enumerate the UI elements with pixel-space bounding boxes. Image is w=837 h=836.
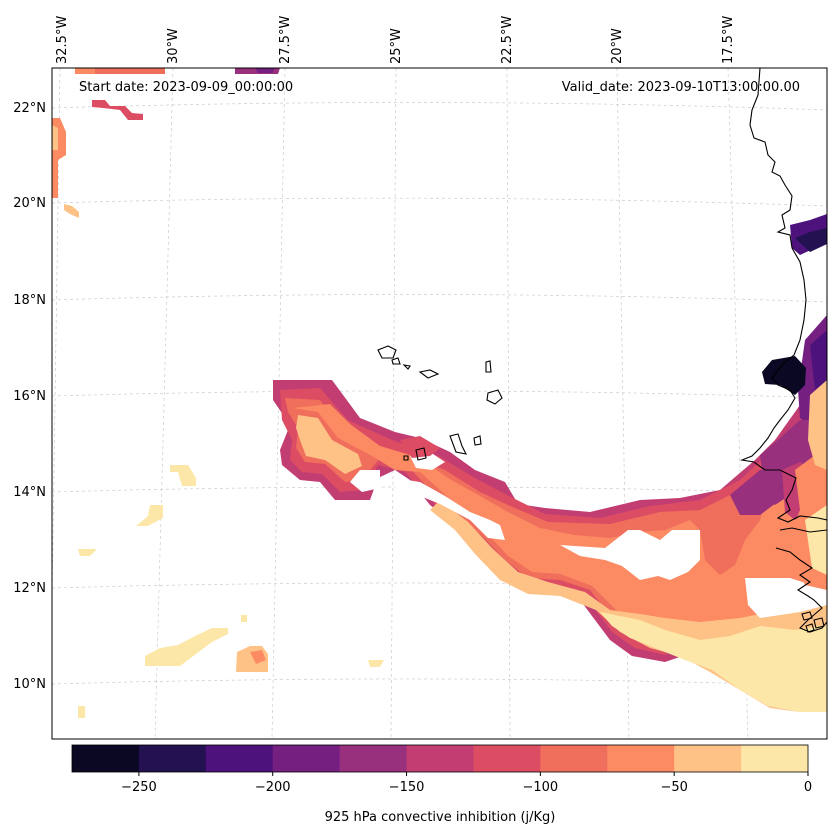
cin-patch-h	[78, 706, 85, 718]
lon-label-17.5w: 17.5°W	[721, 16, 736, 64]
cin-patch-a	[170, 465, 196, 486]
cin-band-core-west	[296, 415, 362, 474]
island-bijagos-2	[813, 617, 825, 629]
lat-label-20n: 20°N	[13, 196, 46, 211]
cin-patch-top-left-light	[75, 68, 95, 74]
lon-label-27.5w: 27.5°W	[278, 16, 293, 64]
island-santa-luzia	[402, 364, 411, 370]
lat-label-16n: 16°N	[13, 389, 46, 404]
colorbar-swatch	[72, 745, 140, 772]
meridian-25w	[390, 68, 397, 739]
colorbar-tick-label: −250	[121, 780, 157, 795]
lon-label-25w: 25°W	[389, 28, 404, 64]
colorbar-tick-label: −50	[660, 780, 687, 795]
colorbar-swatch	[406, 745, 474, 772]
island-bijagos-1	[801, 611, 813, 621]
lon-label-32.5w: 32.5°W	[55, 16, 70, 64]
lat-label-14n: 14°N	[13, 485, 46, 500]
meridian-22.5w	[506, 68, 511, 739]
cin-contours	[52, 68, 827, 718]
cin-gap-2	[350, 470, 380, 492]
island-bijagos-3	[805, 623, 815, 633]
valid-date-label: Valid_date: 2023-09-10T13:00:00.00	[562, 80, 800, 95]
colorbar-swatch	[272, 745, 341, 772]
lat-label-10n: 10°N	[13, 677, 46, 692]
parallel-22n	[52, 102, 827, 111]
colorbar-swatch	[473, 745, 541, 772]
cin-patch-top-left	[75, 68, 165, 74]
colorbar-swatch	[674, 745, 742, 772]
cin-patch-c	[78, 549, 97, 556]
lon-label-20w: 20°W	[610, 28, 625, 64]
cin-patch-cape-verde	[400, 436, 440, 458]
colorbar: −250 −200 −150 −100 −50 0 925 hPa convective …	[71, 744, 812, 825]
map-frame	[51, 67, 828, 740]
colorbar-tick-label: −150	[389, 780, 425, 795]
island-santo-antao	[377, 345, 397, 359]
colorbar-swatch	[540, 745, 608, 772]
parallel-16n	[52, 390, 827, 399]
colorbar-ticks: −250 −200 −150 −100 −50 0	[121, 772, 812, 795]
meridian-27.5w	[271, 68, 286, 739]
cin-patch-f2	[250, 650, 266, 664]
lat-label-12n: 12°N	[13, 581, 46, 596]
colorbar-swatch	[339, 745, 408, 772]
parallel-14n	[52, 486, 827, 495]
island-sao-vicente	[391, 357, 401, 365]
cin-patch-d	[145, 628, 228, 666]
latitude-labels: 22°N 20°N 18°N 16°N 14°N 12°N 10°N	[13, 101, 46, 692]
cin-coast-light	[808, 380, 827, 470]
island-sao-nicolau	[418, 369, 440, 379]
island-sal	[485, 360, 492, 373]
lon-label-30w: 30°W	[166, 28, 181, 64]
cin-patch-e	[241, 615, 247, 622]
island-boa-vista	[486, 389, 503, 405]
colorbar-swatches	[72, 745, 809, 772]
colorbar-swatch	[138, 745, 207, 772]
start-date-label: Start date: 2023-09-09_00:00:00	[79, 80, 293, 95]
colorbar-tick-label: 0	[804, 780, 812, 795]
cin-coast-dark-2b	[810, 330, 827, 390]
cin-gap-3	[560, 530, 700, 580]
lon-label-22.5w: 22.5°W	[500, 16, 515, 64]
parallel-20n	[52, 197, 827, 207]
parallel-12n	[52, 582, 827, 591]
lat-label-18n: 18°N	[13, 293, 46, 308]
cin-coast-purple-4	[730, 470, 780, 515]
colorbar-border	[71, 744, 809, 773]
colorbar-tick-label: −200	[255, 780, 291, 795]
parallel-10n	[52, 678, 827, 687]
colorbar-swatch	[205, 745, 274, 772]
island-fogo	[415, 447, 427, 461]
island-maio	[473, 435, 482, 446]
coastlines	[377, 68, 827, 633]
cin-patch-g	[368, 660, 384, 667]
longitude-labels: 32.5°W 30°W 27.5°W 25°W 22.5°W 20°W 17.5…	[55, 16, 736, 64]
cin-coast-black	[762, 356, 806, 395]
colorbar-label: 925 hPa convective inhibition (j/Kg)	[325, 810, 556, 825]
colorbar-swatch	[741, 745, 809, 772]
africa-coast	[739, 68, 827, 633]
cin-gap-4	[745, 578, 827, 618]
cin-patch-top-mid-dark	[255, 68, 275, 73]
lat-label-22n: 22°N	[13, 101, 46, 116]
cin-coast-yellow	[805, 505, 827, 575]
colorbar-swatch	[607, 745, 675, 772]
cin-patch-west-edge-inner	[52, 125, 58, 150]
cin-coast-dark-1b	[795, 228, 827, 252]
island-brava	[403, 455, 409, 461]
cin-gap-1	[395, 478, 505, 540]
meridian-30w	[154, 68, 174, 739]
cin-band-ring-4	[292, 404, 827, 626]
colorbar-tick-label: −100	[523, 780, 559, 795]
cin-band-core-se	[720, 630, 827, 712]
cin-patch-b	[136, 505, 163, 526]
cin-patch-22n	[92, 100, 143, 120]
parallel-18n	[52, 294, 827, 303]
cin-patch-west-small	[64, 204, 79, 218]
island-santiago	[449, 433, 467, 455]
